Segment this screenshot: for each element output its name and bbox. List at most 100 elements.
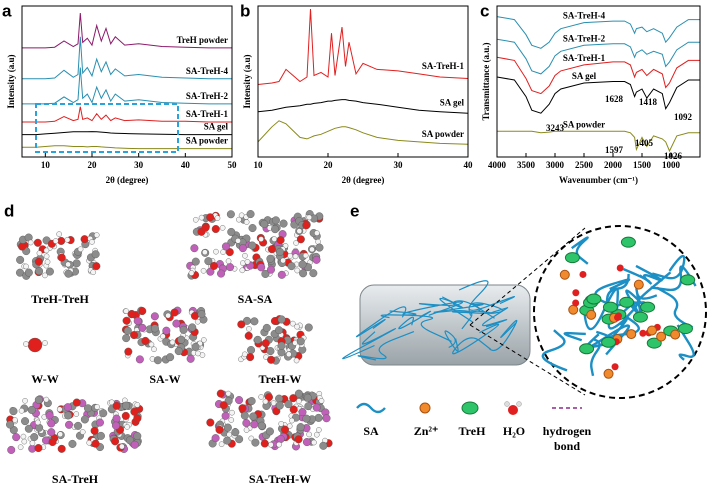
polymer-network: [342, 280, 518, 361]
spectrum-line: [22, 106, 232, 123]
atom: [80, 235, 89, 244]
atom: [268, 441, 274, 448]
spectrum-line: [22, 12, 232, 49]
atom: [27, 337, 43, 353]
spectrum-line: [257, 99, 469, 114]
atom: [257, 421, 266, 430]
atom: [124, 347, 133, 356]
atom: [213, 248, 219, 255]
treh: [632, 311, 648, 323]
atom: [35, 267, 44, 276]
atom: [275, 247, 284, 256]
atom: [211, 434, 220, 443]
atom: [216, 389, 225, 398]
atom: [27, 239, 34, 246]
atom: [318, 398, 325, 404]
atom: [150, 312, 159, 321]
plot-frame: [257, 5, 469, 158]
atom: [190, 311, 199, 320]
zn-ion: [670, 329, 681, 340]
x-tick-label: 2000: [604, 160, 623, 170]
atom: [292, 253, 299, 260]
atom: [296, 423, 305, 432]
atom: [278, 421, 284, 427]
atom: [294, 323, 300, 330]
atom: [276, 441, 282, 448]
atom: [47, 419, 56, 428]
atom: [201, 223, 210, 232]
atom: [94, 404, 100, 410]
atom: [226, 210, 235, 219]
sa-chain: [488, 319, 518, 352]
atom: [151, 346, 157, 353]
atom: [313, 431, 320, 438]
atom: [294, 435, 303, 444]
atom: [64, 236, 71, 243]
zn-ion: [568, 304, 579, 315]
zoom-content: [541, 236, 697, 379]
sa-chain: [482, 307, 508, 328]
atom: [191, 342, 200, 351]
panel-label: b: [240, 1, 250, 20]
series-label: SA-TreH-1: [186, 109, 229, 119]
atom: [240, 411, 249, 420]
system-label: SA-TreH-W: [249, 472, 311, 486]
atom: [56, 231, 62, 237]
atom: [221, 242, 230, 251]
atom: [258, 394, 264, 400]
atom: [111, 421, 120, 430]
atom: [244, 258, 251, 265]
atom: [266, 254, 275, 263]
water: [639, 329, 647, 337]
sa-chain: [444, 330, 459, 352]
atom: [319, 441, 328, 450]
molecule-cluster: [206, 389, 333, 451]
atom: [206, 418, 215, 427]
atom: [237, 320, 246, 329]
atom: [194, 318, 201, 325]
atom: [247, 346, 256, 355]
atom: [57, 431, 64, 438]
atom: [123, 326, 132, 335]
atom: [281, 425, 290, 434]
sa-chain: [398, 310, 432, 330]
x-axis-label: 2θ (degree): [106, 175, 149, 185]
atom: [223, 423, 232, 432]
atom: [306, 431, 312, 438]
atom: [165, 312, 171, 319]
legend-label: H₂O: [503, 424, 525, 438]
atom: [73, 411, 80, 417]
molecule-cluster: [6, 395, 144, 454]
atom: [108, 399, 115, 406]
sa-chain: [623, 267, 651, 283]
atom: [298, 408, 307, 417]
y-axis-label: Intensity (a.u): [6, 54, 16, 108]
atom: [169, 339, 176, 346]
atom: [90, 426, 99, 435]
atom: [239, 267, 246, 274]
series-label: SA-TreH-2: [186, 91, 229, 101]
system-label: SA-SA: [238, 292, 273, 306]
atom: [209, 261, 218, 270]
atom: [18, 242, 27, 251]
atom: [34, 395, 43, 404]
peak-annotation: 1092: [674, 112, 693, 122]
atom: [195, 350, 201, 357]
atom: [112, 414, 121, 423]
atom: [35, 419, 41, 426]
atom: [24, 268, 33, 277]
atom: [296, 228, 303, 234]
atom: [286, 351, 292, 358]
atom: [270, 317, 279, 326]
atom: [315, 243, 324, 252]
sa-chain: [452, 323, 500, 355]
system-label: TreH-TreH: [31, 292, 89, 306]
highlight-box: [35, 103, 179, 153]
treh: [677, 323, 693, 335]
atom: [316, 427, 322, 433]
atom: [218, 441, 225, 448]
x-tick-label: 3500: [517, 160, 536, 170]
legend-label: SA: [363, 424, 379, 438]
sa-chain: [571, 236, 589, 265]
legend-zn: [419, 402, 431, 414]
